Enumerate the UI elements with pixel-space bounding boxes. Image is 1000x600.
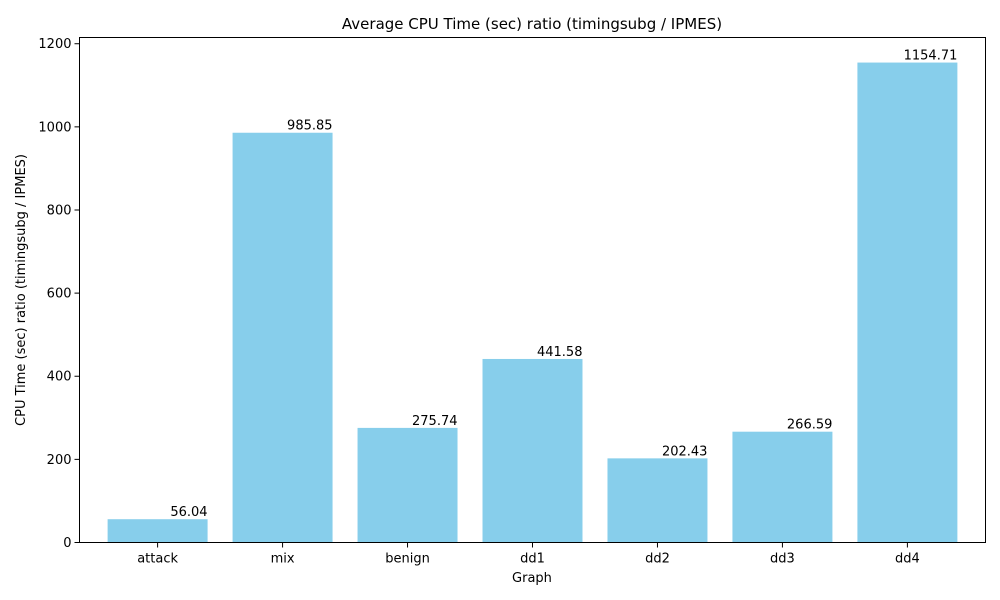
x-tick-label: benign (385, 552, 430, 567)
value-label: 985.85 (287, 119, 333, 134)
y-axis-label: CPU Time (sec) ratio (timingsubg / IPMES… (14, 154, 29, 426)
plot-frame (79, 37, 986, 543)
plot-area: 0 200 400 600 800 1000 1200 attack 56.04 mix 985.8… (38, 37, 958, 567)
y-tick-label: 200 (47, 453, 72, 468)
value-label: 441.58 (537, 345, 583, 360)
x-tick-label: dd1 (520, 552, 545, 567)
value-label: 275.74 (412, 414, 458, 429)
y-tick-label: 1000 (38, 120, 71, 135)
bar-mix (232, 132, 333, 543)
bar-attack (107, 519, 208, 543)
x-tick-label: dd4 (895, 552, 920, 567)
bar-dd3 (732, 431, 833, 543)
bar-benign (357, 427, 458, 543)
bar-dd4 (857, 62, 958, 543)
x-tick-label: attack (137, 552, 178, 567)
y-tick-label: 400 (47, 370, 72, 385)
value-label: 266.59 (787, 418, 833, 433)
x-axis-label: Graph (512, 571, 552, 586)
y-tick-label: 800 (47, 203, 72, 218)
bar-dd2 (607, 458, 708, 543)
y-tick-label: 0 (63, 536, 71, 551)
y-tick-label: 600 (47, 287, 72, 302)
value-label: 56.04 (170, 505, 207, 520)
y-tick-label: 1200 (38, 37, 71, 52)
value-label: 202.43 (662, 444, 708, 459)
x-tick-label: mix (271, 552, 295, 567)
value-label: 1154.71 (904, 49, 958, 64)
chart-title: Average CPU Time (sec) ratio (timingsubg… (342, 15, 722, 33)
x-tick-label: dd2 (645, 552, 670, 567)
x-tick-label: dd3 (770, 552, 795, 567)
bar-dd1 (482, 358, 583, 543)
